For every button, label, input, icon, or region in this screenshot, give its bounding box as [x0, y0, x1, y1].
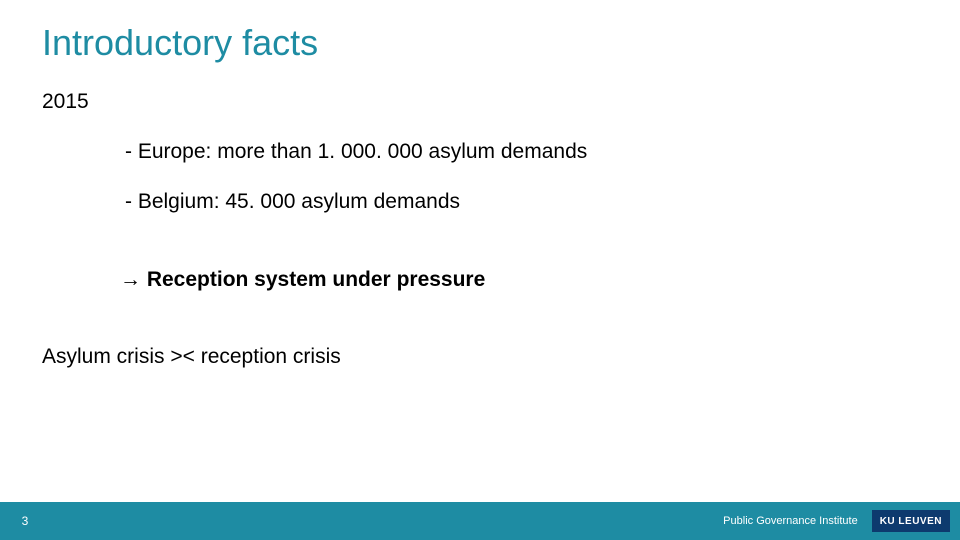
bullet-europe: - Europe: more than 1. 000. 000 asylum d… [125, 140, 587, 164]
footer-spacer [50, 502, 723, 540]
institute-label: Public Governance Institute [723, 515, 872, 527]
year-label: 2015 [42, 90, 89, 114]
bullet-belgium: - Belgium: 45. 000 asylum demands [125, 190, 460, 214]
footer-bar: 3 Public Governance Institute KU LEUVEN [0, 502, 960, 540]
page-number: 3 [0, 502, 50, 540]
crisis-line: Asylum crisis >< reception crisis [42, 345, 341, 369]
slide-title: Introductory facts [42, 22, 318, 64]
conclusion-line: → Reception system under pressure [120, 268, 485, 292]
slide: Introductory facts 2015 - Europe: more t… [0, 0, 960, 540]
ku-leuven-logo: KU LEUVEN [872, 510, 950, 532]
